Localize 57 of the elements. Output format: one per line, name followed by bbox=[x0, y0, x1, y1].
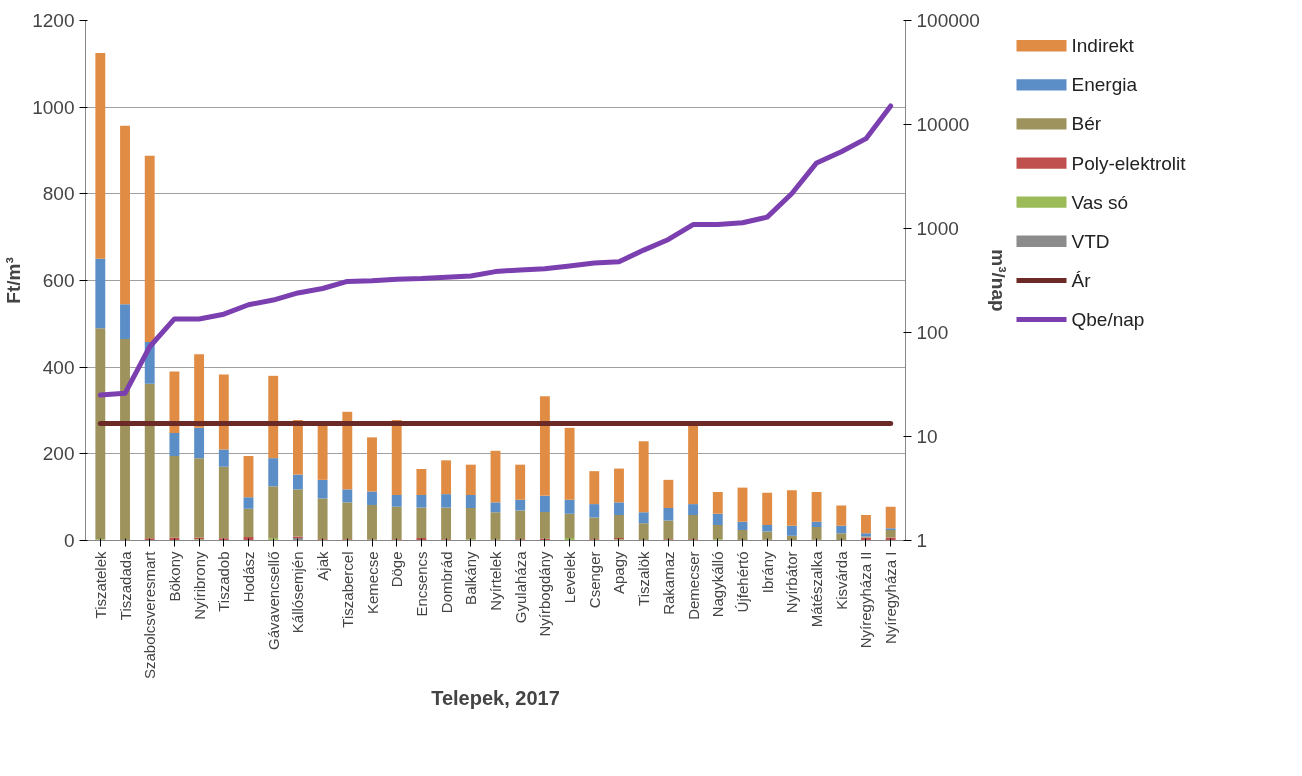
x-tick-label: Újfehértó bbox=[733, 551, 751, 613]
y2-axis-title: m³/nap bbox=[987, 249, 1009, 312]
x-tick-label: Rakamaz bbox=[659, 551, 677, 615]
x-tick-label: Szabolcsveresmart bbox=[141, 550, 159, 680]
x-tick-label: Balkány bbox=[462, 551, 480, 605]
x-tick-label: Hodász bbox=[240, 551, 258, 603]
x-tick-label: Nagykálló bbox=[709, 551, 727, 618]
x-tick-label: Gávavencsellő bbox=[264, 551, 282, 650]
legend-label: Energia bbox=[1071, 74, 1138, 96]
y2-tick-label: 10000 bbox=[916, 114, 970, 135]
x-tick-label: Ajak bbox=[314, 551, 332, 581]
legend-label: Indirekt bbox=[1071, 35, 1135, 57]
x-tick-label: Apagy bbox=[610, 551, 628, 595]
x-tick-label: Tiszadada bbox=[116, 550, 134, 621]
x-tick-label: Kisvárda bbox=[832, 550, 850, 610]
x-tick-label: Nyírtelek bbox=[487, 551, 504, 611]
legend-label: Vas só bbox=[1071, 191, 1129, 213]
x-tick-label: Nyírbogdány bbox=[536, 551, 554, 637]
x-tick-label: Tiszatelek bbox=[91, 551, 109, 619]
y2-tick-label: 100 bbox=[916, 322, 949, 343]
x-tick-label: Tiszadob bbox=[215, 551, 233, 612]
x-tick-label: Mátészalka bbox=[808, 550, 826, 628]
y-tick-label: 1000 bbox=[32, 96, 75, 118]
y2-tick-label: 1000 bbox=[916, 218, 959, 239]
legend-label: Bér bbox=[1071, 113, 1102, 135]
legend-label: Qbe/nap bbox=[1071, 308, 1145, 330]
x-axis-title: Telepek, 2017 bbox=[431, 687, 560, 710]
legend-label: Poly-elektrolit bbox=[1071, 152, 1187, 174]
x-tick-label: Kemecse bbox=[363, 551, 381, 615]
x-tick-label: Döge bbox=[388, 551, 406, 588]
y-tick-label: 800 bbox=[42, 183, 75, 205]
x-tick-label: Kállósemjén bbox=[289, 551, 307, 634]
x-tick-label: Nyírbátor bbox=[783, 551, 801, 614]
x-tick-label: Csenger bbox=[585, 551, 603, 609]
y-tick-label: 600 bbox=[42, 270, 75, 291]
x-tick-label: Tiszalök bbox=[635, 551, 653, 606]
x-tick-label: Dombrád bbox=[437, 551, 455, 614]
x-tick-label: Ibrány bbox=[758, 551, 776, 594]
x-tick-label: Levelek bbox=[561, 551, 579, 604]
x-tick-label: Nyíregyháza II bbox=[857, 551, 875, 649]
x-tick-label: Gyulaháza bbox=[511, 550, 529, 624]
x-tick-label: Nyíribrony bbox=[190, 551, 208, 620]
y-tick-label: 200 bbox=[42, 443, 75, 465]
y2-tick-label: 10 bbox=[916, 426, 938, 447]
x-tick-label: Demecser bbox=[684, 551, 702, 620]
legend-label: VTD bbox=[1071, 230, 1110, 252]
y-tick-label: 0 bbox=[63, 530, 75, 551]
y-axis-title: Ft/m³ bbox=[3, 257, 25, 304]
x-tick-label: Nyíregyháza I bbox=[882, 551, 900, 645]
legend-label: Ár bbox=[1071, 269, 1092, 291]
y2-tick-label: 1 bbox=[916, 530, 928, 551]
x-tick-label: Encsencs bbox=[412, 551, 430, 617]
y2-tick-label: 100000 bbox=[916, 10, 980, 31]
y-tick-label: 400 bbox=[42, 356, 75, 378]
y-tick-label: 1200 bbox=[32, 10, 75, 31]
x-tick-label: Bökony bbox=[165, 551, 183, 602]
x-tick-label: Tiszabercel bbox=[338, 551, 356, 628]
